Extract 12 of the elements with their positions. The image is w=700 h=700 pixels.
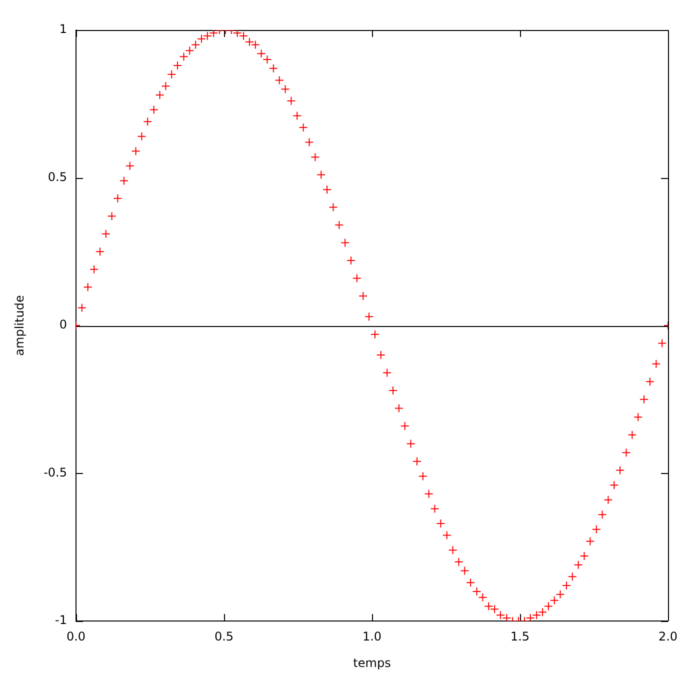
x-tick-label: 1.0	[362, 629, 382, 644]
y-tick-label: -1	[55, 613, 67, 628]
y-tick-label: 0	[59, 318, 67, 332]
x-tick-label: 1.5	[510, 629, 530, 644]
y-tick-label: -0.5	[44, 465, 67, 480]
x-tick-label: 0.5	[214, 629, 234, 644]
x-axis-title: temps	[353, 656, 391, 670]
y-axis-title: amplitude	[12, 295, 26, 356]
x-tick-label: 2.0	[658, 629, 678, 644]
x-tick-label: 0.0	[66, 629, 86, 644]
y-tick-label: 1	[59, 22, 67, 36]
y-tick-label: 0.5	[48, 170, 67, 184]
